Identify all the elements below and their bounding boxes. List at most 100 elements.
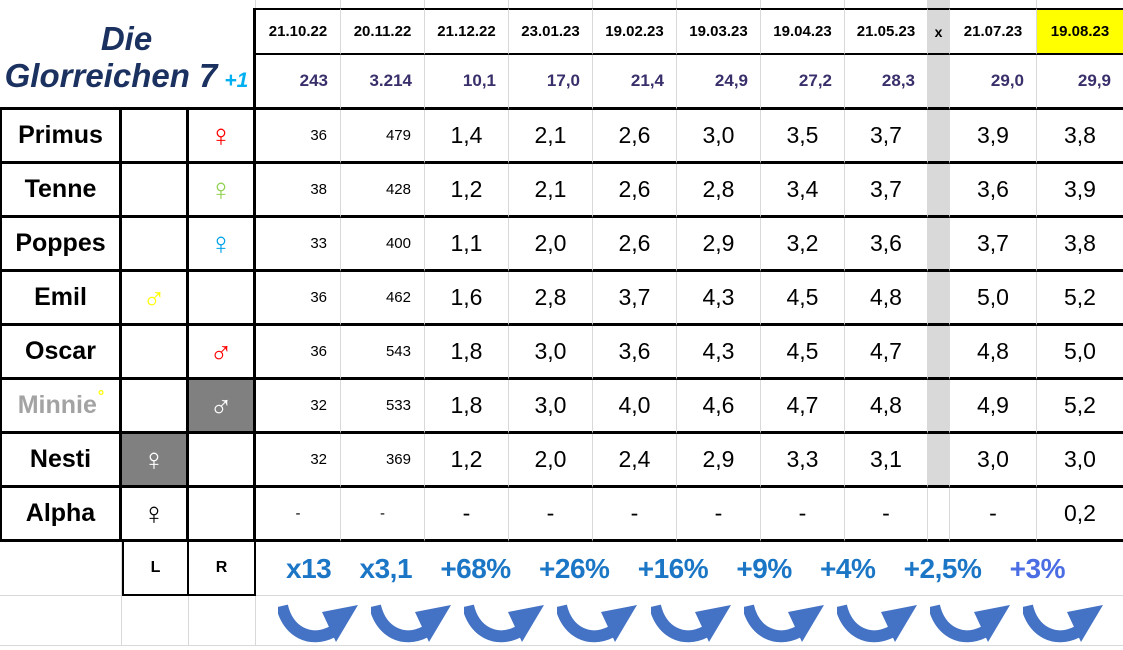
date-header-cell[interactable]: 23.01.23 xyxy=(509,8,593,55)
weight-cell[interactable]: 369 xyxy=(341,434,425,488)
weight-cell[interactable]: 0,2 xyxy=(1037,488,1123,542)
animal-name-cell[interactable]: Tenne xyxy=(0,164,122,218)
weight-cell[interactable]: 1,2 xyxy=(425,164,509,218)
weight-cell[interactable]: 3,7 xyxy=(950,218,1037,272)
weight-cell[interactable]: - xyxy=(950,488,1037,542)
gender-cell-left[interactable] xyxy=(122,218,189,272)
animal-name-cell[interactable]: Minnie ° xyxy=(0,380,122,434)
weight-cell[interactable]: 4,7 xyxy=(845,326,928,380)
weight-cell[interactable]: 479 xyxy=(341,110,425,164)
weight-cell[interactable]: 2,6 xyxy=(593,110,677,164)
gender-cell-left[interactable] xyxy=(122,110,189,164)
weight-cell[interactable]: 3,1 xyxy=(845,434,928,488)
weight-cell[interactable]: 36 xyxy=(256,110,341,164)
weight-cell[interactable]: 3,6 xyxy=(845,218,928,272)
weight-cell[interactable]: 1,8 xyxy=(425,380,509,434)
weight-cell[interactable]: 5,0 xyxy=(1037,326,1123,380)
gender-cell-left[interactable]: ♀ xyxy=(122,434,189,488)
date-header-cell[interactable]: 21.07.23 xyxy=(950,8,1037,55)
gender-cell-left[interactable]: ♂ xyxy=(122,272,189,326)
weight-cell[interactable]: - xyxy=(845,488,928,542)
litter-total-cell[interactable]: 24,9 xyxy=(677,55,761,110)
litter-total-cell[interactable]: 27,2 xyxy=(761,55,845,110)
weight-cell[interactable]: - xyxy=(677,488,761,542)
gender-cell-right[interactable]: ♀ xyxy=(189,110,256,164)
weight-cell[interactable]: 3,0 xyxy=(1037,434,1123,488)
right-column-label-cell[interactable]: R xyxy=(189,542,256,596)
weight-cell[interactable]: 2,1 xyxy=(509,164,593,218)
date-header-cell-highlighted[interactable]: 19.08.23 xyxy=(1037,8,1123,55)
weight-cell[interactable]: 3,0 xyxy=(950,434,1037,488)
weight-cell[interactable]: 5,0 xyxy=(950,272,1037,326)
weight-cell[interactable]: 4,3 xyxy=(677,326,761,380)
gender-cell-left[interactable] xyxy=(122,164,189,218)
weight-cell[interactable]: 4,5 xyxy=(761,272,845,326)
weight-cell[interactable]: 3,0 xyxy=(509,380,593,434)
weight-cell[interactable]: 2,0 xyxy=(509,218,593,272)
weight-cell[interactable]: 36 xyxy=(256,272,341,326)
date-header-cell[interactable]: 19.03.23 xyxy=(677,8,761,55)
weight-cell[interactable]: 3,7 xyxy=(593,272,677,326)
weight-cell[interactable]: 4,3 xyxy=(677,272,761,326)
gender-cell-right[interactable] xyxy=(189,488,256,542)
weight-cell[interactable]: 32 xyxy=(256,380,341,434)
weight-cell[interactable]: 3,8 xyxy=(1037,110,1123,164)
gender-cell-right[interactable]: ♂ xyxy=(189,380,256,434)
gender-cell-right[interactable] xyxy=(189,272,256,326)
date-header-cell[interactable]: 19.02.23 xyxy=(593,8,677,55)
animal-name-cell[interactable]: Oscar xyxy=(0,326,122,380)
weight-cell[interactable]: 3,7 xyxy=(845,164,928,218)
weight-cell[interactable]: 4,6 xyxy=(677,380,761,434)
weight-cell[interactable]: - xyxy=(341,488,425,542)
weight-cell[interactable]: 3,5 xyxy=(761,110,845,164)
animal-name-cell[interactable]: Primus xyxy=(0,110,122,164)
weight-cell[interactable]: 32 xyxy=(256,434,341,488)
weight-cell[interactable]: 4,8 xyxy=(845,272,928,326)
gender-cell-left[interactable] xyxy=(122,380,189,434)
litter-total-cell[interactable]: 21,4 xyxy=(593,55,677,110)
weight-cell[interactable]: 5,2 xyxy=(1037,272,1123,326)
weight-cell[interactable]: 3,0 xyxy=(677,110,761,164)
weight-cell[interactable]: 2,6 xyxy=(593,164,677,218)
weight-cell[interactable]: 4,5 xyxy=(761,326,845,380)
litter-title-cell[interactable]: Die Glorreichen 7 +1 xyxy=(0,8,256,110)
weight-cell[interactable]: 3,3 xyxy=(761,434,845,488)
date-header-cell[interactable]: 21.05.23 xyxy=(845,8,928,55)
weight-cell[interactable]: 1,4 xyxy=(425,110,509,164)
weight-cell[interactable]: 1,2 xyxy=(425,434,509,488)
weight-cell[interactable]: 3,8 xyxy=(1037,218,1123,272)
weight-cell[interactable]: 428 xyxy=(341,164,425,218)
weight-cell[interactable]: 3,9 xyxy=(1037,164,1123,218)
weight-cell[interactable]: 5,2 xyxy=(1037,380,1123,434)
weight-cell[interactable]: 462 xyxy=(341,272,425,326)
weight-cell[interactable]: 3,2 xyxy=(761,218,845,272)
weight-cell[interactable]: - xyxy=(425,488,509,542)
weight-cell[interactable]: 1,1 xyxy=(425,218,509,272)
date-header-cell[interactable]: 21.10.22 xyxy=(256,8,341,55)
weight-cell[interactable]: 1,8 xyxy=(425,326,509,380)
weight-cell[interactable]: 1,6 xyxy=(425,272,509,326)
weight-cell[interactable]: 3,9 xyxy=(950,110,1037,164)
weight-cell[interactable]: 400 xyxy=(341,218,425,272)
litter-total-cell[interactable]: 3.214 xyxy=(341,55,425,110)
weight-cell[interactable]: 4,9 xyxy=(950,380,1037,434)
weight-cell[interactable]: 36 xyxy=(256,326,341,380)
gender-cell-left[interactable]: ♀ xyxy=(122,488,189,542)
weight-cell[interactable]: 4,0 xyxy=(593,380,677,434)
weight-cell[interactable]: 3,6 xyxy=(593,326,677,380)
weight-cell[interactable]: 2,9 xyxy=(677,218,761,272)
date-header-cell[interactable]: 21.12.22 xyxy=(425,8,509,55)
weight-cell[interactable]: 3,4 xyxy=(761,164,845,218)
gender-cell-left[interactable] xyxy=(122,326,189,380)
gender-cell-right[interactable] xyxy=(189,434,256,488)
litter-total-cell[interactable]: 28,3 xyxy=(845,55,928,110)
weight-cell[interactable]: 33 xyxy=(256,218,341,272)
animal-name-cell[interactable]: Nesti xyxy=(0,434,122,488)
weight-cell[interactable]: 3,6 xyxy=(950,164,1037,218)
litter-total-cell[interactable]: 10,1 xyxy=(425,55,509,110)
gender-cell-right[interactable]: ♀ xyxy=(189,218,256,272)
gender-cell-right[interactable]: ♂ xyxy=(189,326,256,380)
weight-cell[interactable]: - xyxy=(256,488,341,542)
weight-cell[interactable]: 2,4 xyxy=(593,434,677,488)
weight-cell[interactable]: 2,8 xyxy=(677,164,761,218)
